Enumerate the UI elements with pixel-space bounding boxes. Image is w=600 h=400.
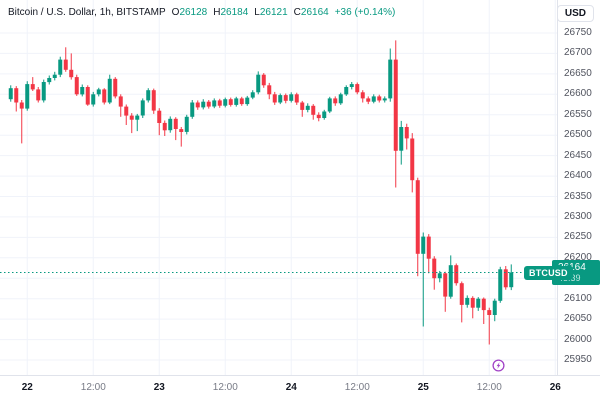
time-tick-label: 12:00 <box>344 382 370 393</box>
price-tick-label: 26450 <box>564 149 592 161</box>
price-tick-label: 26050 <box>564 313 592 325</box>
price-tick-label: 26650 <box>564 67 592 79</box>
price-tick-label: 26100 <box>564 292 592 304</box>
time-tick-label: 12:00 <box>212 382 238 393</box>
time-tick-label: 25 <box>417 382 429 393</box>
price-tick-label: 26200 <box>564 251 592 263</box>
price-tick-label: 26750 <box>564 27 592 38</box>
price-tick-label: 26000 <box>564 333 592 345</box>
ohlc-high: H26184 <box>213 7 249 18</box>
ohlc-open: O26128 <box>171 7 208 18</box>
price-tick-label: 25950 <box>564 354 592 365</box>
price-axis[interactable]: 26750 26700 26650 26600 26550 26500 26450 26400… <box>557 0 600 376</box>
price-tick-label: 26700 <box>564 47 592 59</box>
price-tick-label: 26400 <box>564 170 592 182</box>
time-tick-label: 22 <box>21 382 33 393</box>
time-tick-label: 12:00 <box>80 382 106 393</box>
price-tick-label: 26250 <box>564 231 592 243</box>
ohlc-close: C26164 <box>293 7 329 18</box>
time-tick-label: 12:00 <box>476 382 502 393</box>
price-tick-label: 26350 <box>564 190 592 202</box>
time-axis[interactable]: 22 12:00 23 12:00 24 12:00 25 12:00 26 <box>0 375 600 400</box>
time-tick-label: 23 <box>153 382 165 393</box>
price-tick-label: 26550 <box>564 108 592 120</box>
event-lightning-icon[interactable] <box>492 359 505 372</box>
time-tick-label: 26 <box>549 382 561 393</box>
price-tick-label: 26600 <box>564 88 592 100</box>
ohlc-low: L26121 <box>254 7 288 18</box>
symbol-badge: BTCUSD <box>524 265 573 280</box>
time-tick-label: 24 <box>285 382 297 393</box>
price-tick-label: 26300 <box>564 210 592 222</box>
symbol-title: Bitcoin / U.S. Dollar, 1h, BITSTAMP <box>8 7 166 18</box>
currency-usd-button[interactable]: USD <box>556 5 594 22</box>
chart-legend[interactable]: Bitcoin / U.S. Dollar, 1h, BITSTAMP O261… <box>8 7 395 18</box>
price-change: +36 (+0.14%) <box>334 7 396 18</box>
price-tick-label: 26500 <box>564 129 592 141</box>
